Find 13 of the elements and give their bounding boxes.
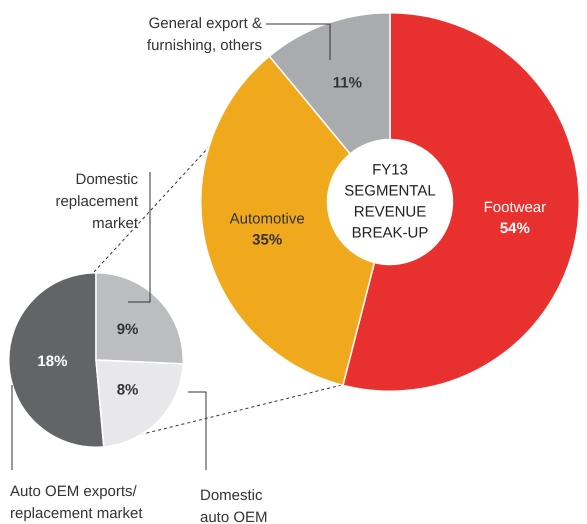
data-label: 35%	[252, 232, 282, 249]
slice-label: Domestic auto OEM	[200, 487, 268, 524]
data-label: 54%	[500, 220, 530, 237]
slice-label: Domestic replacement market	[55, 171, 139, 232]
data-label: 9%	[116, 320, 138, 338]
data-label: 11%	[332, 74, 362, 92]
slice-label: Auto OEM exports/ replacement market	[10, 483, 144, 522]
text: FY13 SEGMENTAL REVENUE BREAK-UP	[344, 162, 436, 242]
slice-label: General export & furnishing, others	[146, 15, 262, 54]
slice-label: Automotive	[230, 210, 305, 228]
slice-label: Footwear	[484, 198, 546, 216]
data-label: 8%	[116, 381, 138, 398]
data-label: 18%	[37, 353, 68, 370]
